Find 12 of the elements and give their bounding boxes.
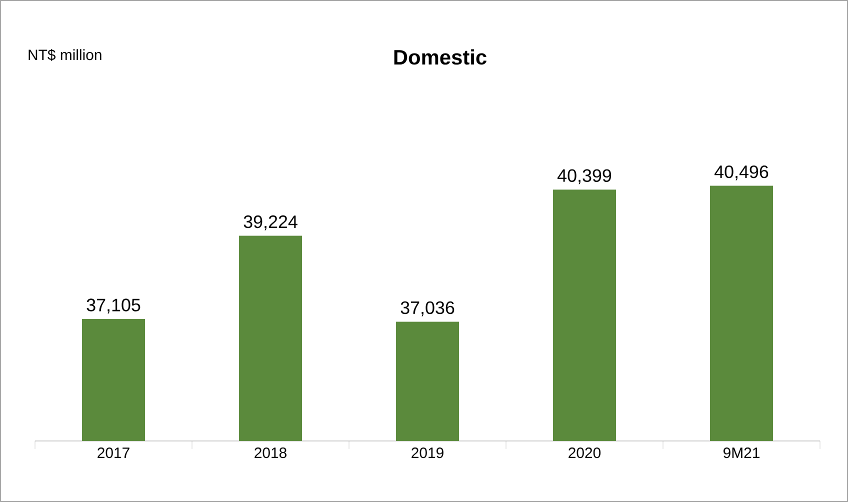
data-label: 37,105 xyxy=(86,298,140,314)
data-label: 40,496 xyxy=(714,165,768,180)
x-tick-label: 2018 xyxy=(254,448,286,458)
data-label: 40,399 xyxy=(557,169,612,184)
text: Domestic xyxy=(394,49,486,65)
x-tick-label: 9M21 xyxy=(724,448,760,458)
x-tick-label: 2020 xyxy=(568,448,601,458)
x-tick-label: 2019 xyxy=(412,448,444,458)
x-tick-label: 2017 xyxy=(98,448,130,458)
data-label: 39,224 xyxy=(244,215,298,230)
data-label: 37,036 xyxy=(400,301,454,316)
y-axis-title: NT$ million xyxy=(28,48,102,62)
